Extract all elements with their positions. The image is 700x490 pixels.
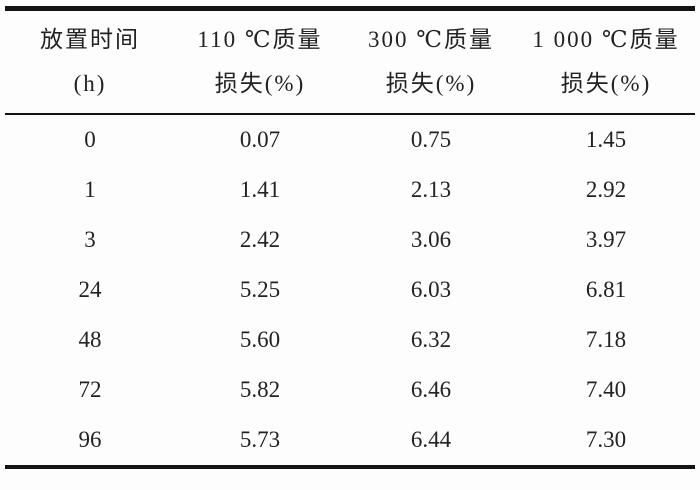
table-row: 96 5.73 6.44 7.30 (5, 415, 695, 467)
col-header-loss-1000-line1: 1 000 ℃质量 (532, 27, 680, 52)
col-header-storage-time-line1: 放置时间 (40, 27, 140, 52)
cell-loss-300: 6.03 (410, 277, 452, 302)
table-body: 0 0.07 0.75 1.45 1 1.41 2.13 2.92 3 2.42… (5, 114, 695, 467)
cell-loss-110: 5.60 (239, 327, 281, 352)
col-header-loss-300-line1: 300 ℃质量 (368, 27, 494, 52)
cell-loss-110: 5.73 (239, 427, 281, 452)
cell-time: 1 (84, 177, 96, 202)
mass-loss-table: 放置时间 (h) 110 ℃质量 损失(%) 300 ℃质量 损失(%) 1 0… (5, 6, 695, 469)
table-row: 48 5.60 6.32 7.18 (5, 315, 695, 365)
cell-time: 0 (84, 127, 96, 152)
cell-loss-1000: 7.30 (585, 427, 627, 452)
cell-time: 48 (78, 327, 102, 352)
col-header-storage-time: 放置时间 (h) (5, 8, 175, 115)
cell-loss-1000: 2.92 (585, 177, 627, 202)
col-header-loss-110-line1: 110 ℃质量 (197, 27, 323, 52)
cell-loss-1000: 6.81 (585, 277, 627, 302)
col-header-loss-110: 110 ℃质量 损失(%) (175, 8, 345, 115)
cell-loss-110: 5.25 (239, 277, 281, 302)
col-header-storage-time-line2: (h) (73, 71, 107, 96)
col-header-loss-1000-line2: 损失(%) (560, 71, 652, 96)
cell-loss-110: 5.82 (239, 377, 281, 402)
cell-loss-1000: 1.45 (585, 127, 627, 152)
cell-loss-300: 0.75 (410, 127, 452, 152)
col-header-loss-110-line2: 损失(%) (214, 71, 306, 96)
table-row: 1 1.41 2.13 2.92 (5, 165, 695, 215)
cell-loss-1000: 3.97 (585, 227, 627, 252)
cell-loss-300: 6.32 (410, 327, 452, 352)
cell-loss-1000: 7.40 (585, 377, 627, 402)
table-row: 0 0.07 0.75 1.45 (5, 114, 695, 165)
paper-table-page: 放置时间 (h) 110 ℃质量 损失(%) 300 ℃质量 损失(%) 1 0… (0, 6, 700, 490)
table-header: 放置时间 (h) 110 ℃质量 损失(%) 300 ℃质量 损失(%) 1 0… (5, 8, 695, 115)
cell-loss-1000: 7.18 (585, 327, 627, 352)
col-header-loss-1000: 1 000 ℃质量 损失(%) (517, 8, 695, 115)
header-row: 放置时间 (h) 110 ℃质量 损失(%) 300 ℃质量 损失(%) 1 0… (5, 8, 695, 115)
table-row: 3 2.42 3.06 3.97 (5, 215, 695, 265)
cell-loss-300: 2.13 (410, 177, 452, 202)
cell-loss-300: 6.44 (410, 427, 452, 452)
cell-loss-110: 2.42 (239, 227, 281, 252)
cell-loss-300: 3.06 (410, 227, 452, 252)
cell-time: 96 (78, 427, 102, 452)
col-header-loss-300-line2: 损失(%) (385, 71, 477, 96)
table-row: 24 5.25 6.03 6.81 (5, 265, 695, 315)
cell-loss-110: 0.07 (239, 127, 281, 152)
cell-loss-300: 6.46 (410, 377, 452, 402)
cell-time: 24 (78, 277, 102, 302)
table-row: 72 5.82 6.46 7.40 (5, 365, 695, 415)
col-header-loss-300: 300 ℃质量 损失(%) (345, 8, 517, 115)
cell-loss-110: 1.41 (239, 177, 281, 202)
cell-time: 72 (78, 377, 102, 402)
cell-time: 3 (84, 227, 96, 252)
